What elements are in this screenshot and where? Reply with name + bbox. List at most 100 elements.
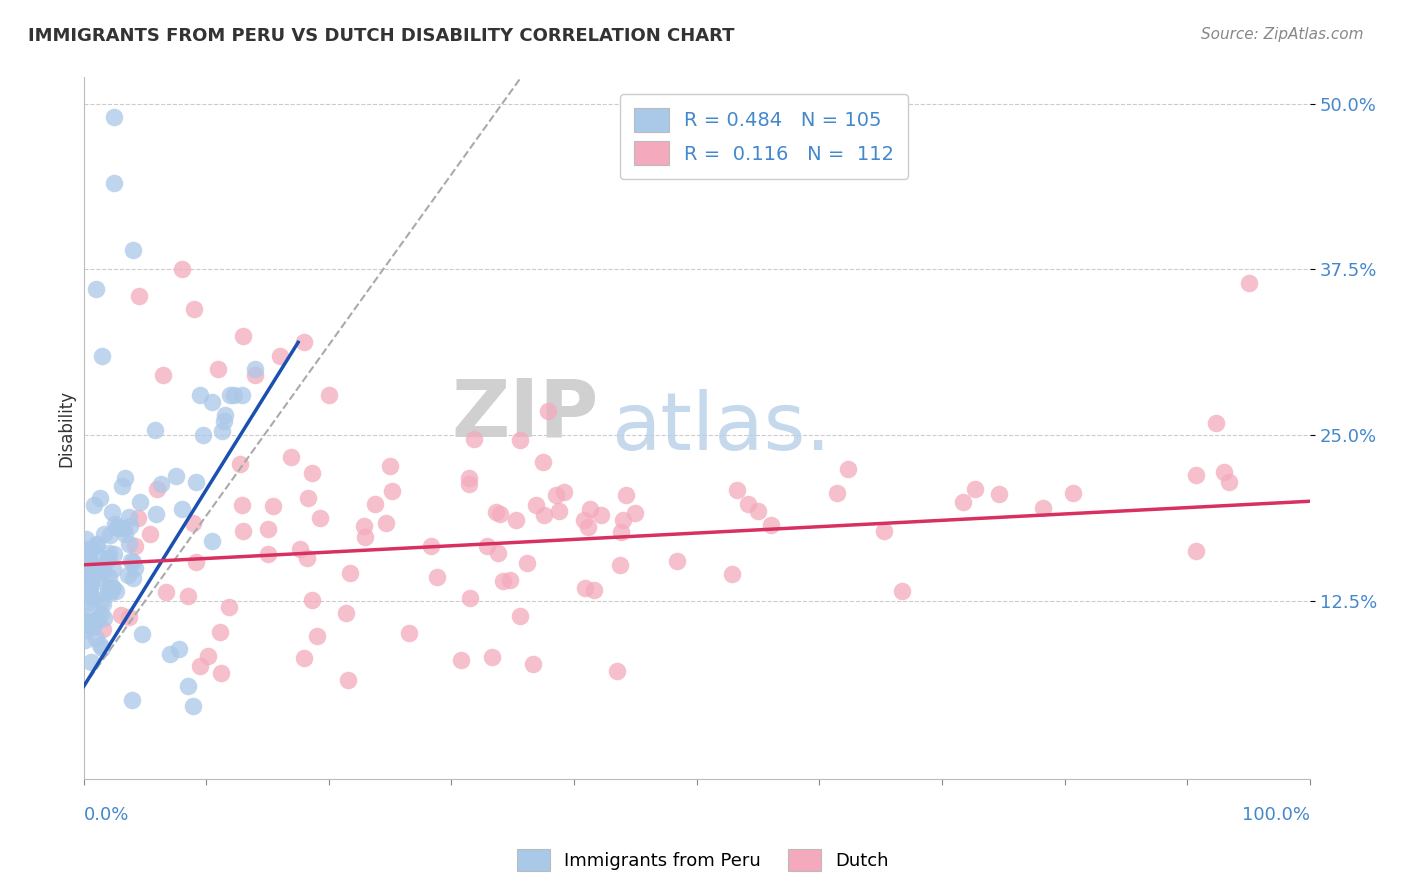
Point	[108, 521, 131, 535]
Point	[79, 542, 101, 557]
Point	[89, 491, 111, 506]
Point	[837, 462, 859, 476]
Point	[485, 505, 508, 519]
Point	[121, 243, 143, 257]
Point	[294, 650, 316, 665]
Point	[211, 424, 233, 438]
Point	[118, 609, 141, 624]
Point	[80, 577, 103, 591]
Point	[139, 526, 162, 541]
Point	[90, 641, 112, 656]
Point	[183, 698, 205, 713]
Point	[104, 517, 127, 532]
Point	[533, 508, 555, 523]
Point	[201, 533, 224, 548]
Point	[84, 537, 107, 551]
Point	[84, 560, 107, 574]
Point	[91, 597, 114, 611]
Point	[1062, 485, 1084, 500]
Point	[79, 580, 101, 594]
Point	[177, 589, 200, 603]
Point	[112, 520, 135, 534]
Point	[614, 488, 637, 502]
Point	[231, 499, 253, 513]
Point	[105, 520, 128, 534]
Point	[256, 523, 278, 537]
Point	[86, 612, 108, 626]
Point	[97, 581, 120, 595]
Point	[80, 615, 103, 629]
Point	[183, 302, 205, 317]
Point	[181, 516, 204, 530]
Point	[201, 395, 224, 409]
Point	[166, 468, 188, 483]
Point	[120, 554, 142, 568]
Point	[544, 488, 567, 502]
Point	[624, 506, 647, 520]
Point	[450, 653, 472, 667]
Point	[499, 573, 522, 587]
Point	[579, 502, 602, 516]
Point	[725, 483, 748, 497]
Point	[574, 581, 596, 595]
Point	[80, 573, 103, 587]
Point	[288, 541, 311, 556]
Point	[97, 552, 120, 566]
Point	[73, 586, 96, 600]
Point	[489, 508, 512, 522]
Point	[93, 527, 115, 541]
Point	[522, 657, 544, 671]
Point	[170, 262, 193, 277]
Point	[335, 606, 357, 620]
Point	[458, 591, 481, 605]
Point	[1237, 276, 1260, 290]
Point	[101, 562, 124, 576]
Point	[84, 282, 107, 296]
Point	[129, 495, 152, 509]
Point	[582, 583, 605, 598]
Point	[80, 591, 103, 605]
Point	[218, 388, 240, 402]
Point	[124, 539, 146, 553]
Point	[609, 525, 631, 540]
Point	[516, 556, 538, 570]
Text: 100.0%: 100.0%	[1241, 806, 1310, 824]
Point	[86, 560, 108, 574]
Point	[143, 423, 166, 437]
Text: 0.0%: 0.0%	[83, 806, 129, 824]
Point	[114, 471, 136, 485]
Point	[93, 565, 115, 579]
Point	[73, 542, 96, 557]
Point	[759, 517, 782, 532]
Point	[110, 608, 132, 623]
Point	[76, 596, 98, 610]
Point	[375, 516, 398, 530]
Point	[537, 404, 560, 418]
Point	[463, 432, 485, 446]
Point	[209, 666, 232, 681]
Point	[214, 408, 236, 422]
Point	[90, 594, 112, 608]
Point	[963, 482, 986, 496]
Text: ZIP: ZIP	[451, 376, 599, 453]
Point	[98, 527, 121, 541]
Point	[79, 557, 101, 571]
Point	[80, 655, 103, 669]
Point	[548, 504, 571, 518]
Point	[309, 511, 332, 525]
Point	[83, 591, 105, 605]
Point	[292, 335, 315, 350]
Point	[353, 530, 375, 544]
Point	[103, 110, 125, 124]
Legend: R = 0.484   N = 105, R =  0.116   N =  112: R = 0.484 N = 105, R = 0.116 N = 112	[620, 95, 908, 178]
Point	[155, 585, 177, 599]
Point	[152, 368, 174, 383]
Point	[531, 455, 554, 469]
Point	[207, 361, 229, 376]
Point	[481, 650, 503, 665]
Point	[111, 479, 134, 493]
Point	[606, 664, 628, 678]
Point	[84, 632, 107, 646]
Point	[419, 539, 441, 553]
Point	[76, 569, 98, 583]
